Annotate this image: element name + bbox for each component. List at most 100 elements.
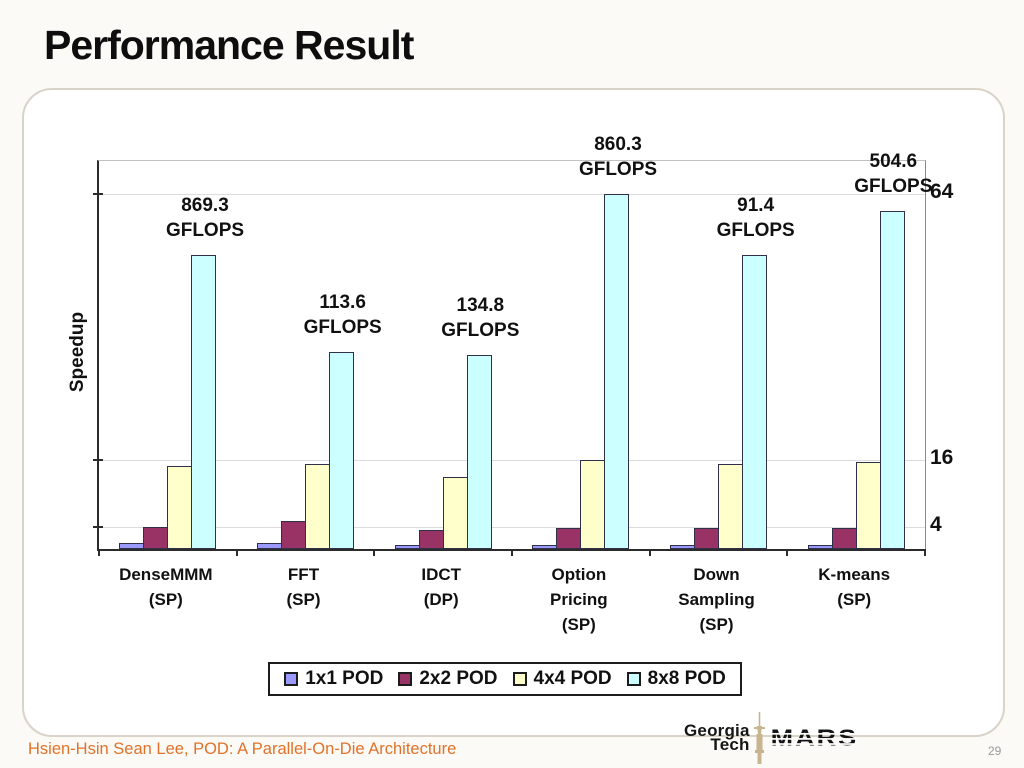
legend-item-1x1-pod: 1x1 POD <box>284 668 383 690</box>
bar-group-fft <box>237 161 375 549</box>
bar-8x8-pod-down <box>741 255 767 549</box>
x-axis-tick <box>511 549 513 556</box>
gridline-16 <box>99 460 925 462</box>
georgia-text: Georgia <box>684 721 750 740</box>
mars-logo: MARS <box>770 726 859 750</box>
legend-swatch-2x2-pod <box>398 672 413 686</box>
bar-1x1-pod-idct <box>394 544 420 549</box>
annotation-gflops-down: 91.4 GFLOPS <box>717 193 795 243</box>
category-label-idct: IDCT (DP) <box>372 562 510 637</box>
legend-label-4x4-pod: 4x4 POD <box>533 668 612 689</box>
annotation-gflops-fft: 113.6 GFLOPS <box>304 290 382 340</box>
annotation-gflops-option: 860.3 GFLOPS <box>579 132 657 182</box>
bar-8x8-pod-option <box>604 194 630 549</box>
legend-item-2x2-pod: 2x2 POD <box>398 668 498 690</box>
annotation-unit: GFLOPS <box>716 220 795 242</box>
georgia-tech-wordmark: Georgia Tech <box>684 721 750 754</box>
annotation-value: 860.3 <box>594 134 642 156</box>
category-label-down: Down Sampling (SP) <box>648 562 786 637</box>
bar-2x2-pod-idct <box>418 529 444 549</box>
legend-swatch-1x1-pod <box>284 672 299 686</box>
category-label-line: Down <box>693 565 740 584</box>
page-number: 29 <box>988 744 1002 758</box>
x-axis-tick <box>373 549 376 556</box>
x-axis-tick <box>786 549 789 556</box>
bar-1x1-pod-densemmm <box>119 543 145 549</box>
page-title: Performance Result <box>44 22 414 68</box>
annotation-value: 504.6 <box>869 150 918 172</box>
bar-1x1-pod-fft <box>256 543 282 549</box>
annotation-value: 91.4 <box>737 195 775 217</box>
category-label-line: Pricing <box>550 590 608 609</box>
category-label-line: (SP) <box>837 590 872 609</box>
chart-legend: 1x1 POD 2x2 POD 4x4 POD 8x8 POD <box>268 662 742 696</box>
category-label-line: K-means <box>818 565 891 584</box>
category-label-line: (SP) <box>286 590 321 609</box>
bar-8x8-pod-idct <box>466 355 492 549</box>
x-axis-tick <box>924 549 926 556</box>
georgia-tech-logo: Georgia Tech MARS <box>684 712 859 764</box>
category-label-line: (SP) <box>148 590 183 609</box>
annotation-unit: GFLOPS <box>854 175 933 197</box>
annotation-gflops-k-means: 504.6 GFLOPS <box>854 149 932 199</box>
gridline-64 <box>99 194 925 196</box>
x-axis-tick <box>98 549 100 556</box>
bar-group-densemmm <box>99 161 237 549</box>
bar-8x8-pod-densemmm <box>191 255 217 549</box>
bar-1x1-pod-k-means <box>807 544 833 549</box>
annotation-gflops-idct: 134.8 GFLOPS <box>441 293 519 343</box>
footer-citation: Hsien-Hsin Sean Lee, POD: A Parallel-On-… <box>28 740 457 758</box>
category-label-k-means: K-means (SP) <box>785 562 923 637</box>
bar-group-down <box>650 161 788 549</box>
annotation-unit: GFLOPS <box>165 220 245 242</box>
category-label-line: Sampling <box>678 590 755 609</box>
annotation-unit: GFLOPS <box>578 159 658 181</box>
category-label-line: (SP) <box>699 615 734 634</box>
tech-text: Tech <box>710 735 750 754</box>
y-tick-label-16: 16 <box>930 446 954 470</box>
bar-group-option <box>512 161 650 549</box>
y-axis-tick <box>93 193 103 196</box>
bar-4x4-pod-densemmm <box>167 465 193 549</box>
mars-slat-decoration <box>770 737 859 740</box>
category-label-line: Option <box>551 565 607 584</box>
legend-label-1x1-pod: 1x1 POD <box>305 668 384 689</box>
bar-8x8-pod-k-means <box>879 210 905 549</box>
x-axis-category-labels: DenseMMM (SP) FFT (SP) IDCT (DP) Option Pricing… <box>97 562 923 637</box>
bar-2x2-pod-k-means <box>831 527 857 549</box>
annotation-gflops-densemmm: 869.3 GFLOPS <box>166 193 244 243</box>
y-axis-label: Speedup <box>67 311 88 393</box>
bar-4x4-pod-down <box>717 464 743 549</box>
y-axis-tick <box>93 459 103 462</box>
y-tick-label-64: 64 <box>930 180 954 204</box>
category-label-line: FFT <box>287 565 320 584</box>
category-label-option: Option Pricing (SP) <box>510 562 648 637</box>
bar-1x1-pod-down <box>669 544 695 549</box>
legend-label-2x2-pod: 2x2 POD <box>419 668 498 689</box>
legend-swatch-4x4-pod <box>512 672 527 686</box>
category-label-line: (DP) <box>423 590 459 609</box>
x-axis-tick <box>235 549 238 556</box>
bar-2x2-pod-option <box>556 527 582 549</box>
legend-item-8x8-pod: 8x8 POD <box>626 668 726 690</box>
bar-4x4-pod-fft <box>304 464 330 549</box>
x-axis-tick <box>648 549 651 556</box>
tech-tower-icon <box>753 712 765 764</box>
mars-slat-decoration <box>770 742 859 745</box>
bar-4x4-pod-idct <box>442 476 468 549</box>
category-label-line: (SP) <box>561 615 596 634</box>
category-label-line: DenseMMM <box>119 565 213 584</box>
bar-2x2-pod-down <box>693 527 719 549</box>
bar-8x8-pod-fft <box>328 352 354 549</box>
bar-2x2-pod-densemmm <box>143 526 169 549</box>
annotation-value: 134.8 <box>456 295 505 316</box>
annotation-value: 869.3 <box>181 195 229 217</box>
legend-label-8x8-pod: 8x8 POD <box>647 668 726 689</box>
bar-chart-plot-area: 869.3 GFLOPS 113.6 GFLOPS 134.8 GFLOPS 860.3 GF… <box>93 134 932 556</box>
bar-group-k-means <box>787 161 925 549</box>
gridline-4 <box>99 526 925 528</box>
annotation-value: 113.6 <box>319 292 366 314</box>
bar-2x2-pod-fft <box>280 521 306 549</box>
mars-slat-decoration <box>770 732 859 735</box>
